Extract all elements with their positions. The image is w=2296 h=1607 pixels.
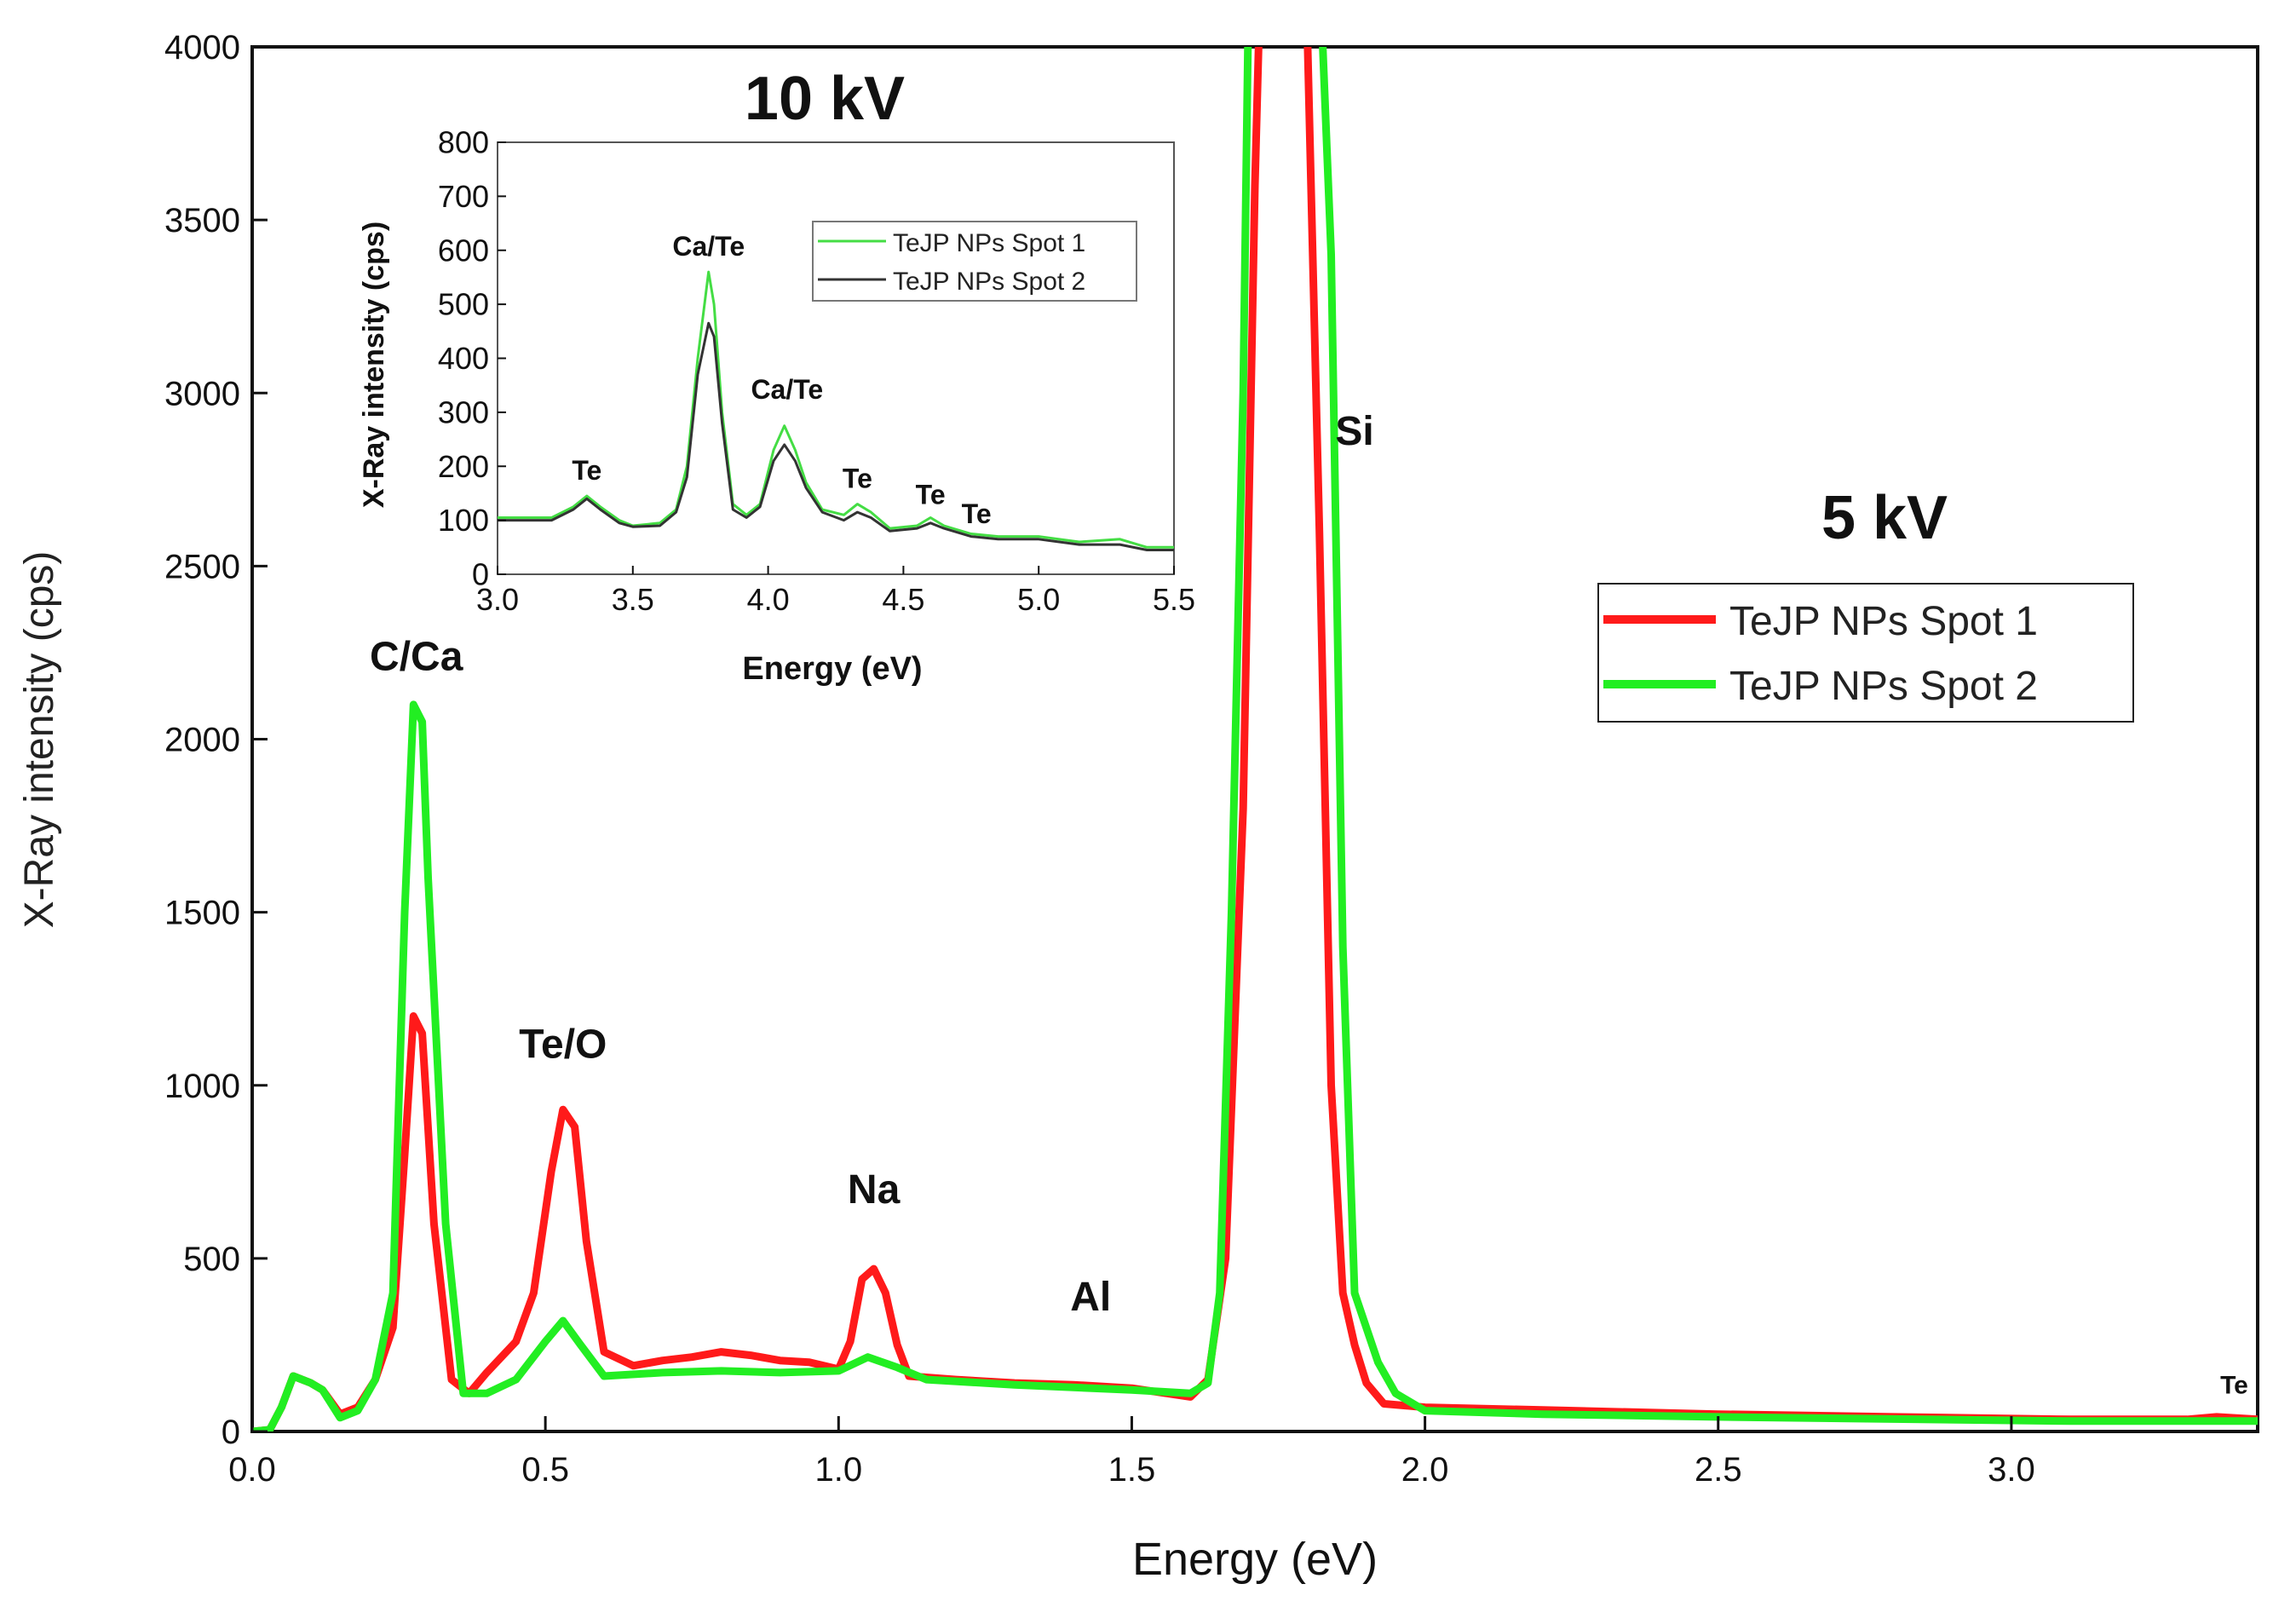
inset-series-group (498, 270, 1174, 551)
x-tick-label: 4.0 (747, 582, 790, 617)
peak-annotation: Te (843, 464, 872, 494)
legend-label-spot-1: TeJP NPs Spot 1 (1729, 599, 2038, 644)
main-legend: TeJP NPs Spot 1 TeJP NPs Spot 2 (1597, 583, 2134, 723)
peak-annotation: Ca/Te (751, 374, 823, 405)
main-y-axis-title: X-Ray intensity (cps) (17, 551, 62, 929)
peak-annotation: Te/O (519, 1022, 607, 1067)
main-x-axis: 0.0 0.5 1.0 1.5 2.0 2.5 3.0 (228, 1416, 2035, 1489)
peak-annotation: Te (572, 455, 601, 486)
y-tick-label: 1000 (164, 1068, 240, 1105)
y-tick-label: 200 (438, 449, 489, 484)
peak-annotation: Si (1335, 409, 1373, 454)
inset-annotations-group: Te Ca/Te Ca/Te Te Te Te (572, 231, 991, 529)
peak-annotation: Te (962, 498, 992, 529)
x-tick-label: 1.0 (814, 1451, 862, 1489)
y-tick-label: 500 (183, 1241, 240, 1278)
inset-legend: TeJP NPs Spot 1 TeJP NPs Spot 2 (812, 221, 1137, 302)
y-tick-label: 700 (438, 179, 489, 214)
y-tick-label: 0 (472, 557, 489, 592)
main-x-axis-title: Energy (eV) (1132, 1534, 1378, 1585)
main-chart-title: 5 kV (1821, 484, 1948, 552)
y-tick-label: 3000 (164, 375, 240, 412)
y-tick-label: 400 (438, 341, 489, 376)
y-tick-label: 2000 (164, 722, 240, 759)
x-tick-label: 4.5 (882, 582, 924, 617)
main-series-group (252, 47, 2258, 1431)
peak-annotation: Al (1070, 1275, 1111, 1320)
peak-annotation: Na (848, 1167, 901, 1212)
inset-y-axis-title: X-Ray intensity (cps) (358, 222, 390, 508)
peak-annotation: Te (2220, 1371, 2248, 1399)
y-tick-label: 600 (438, 233, 489, 268)
inset-plot-area: Te Ca/Te Ca/Te Te Te Te 3.0 3.5 4.0 4.5 5.0 5.5 0 1… (358, 65, 1195, 687)
y-tick-label: 300 (438, 395, 489, 429)
y-tick-label: 1500 (164, 895, 240, 932)
main-y-axis: 0 500 1000 1500 2000 2500 3000 3500 4000 (164, 29, 268, 1451)
x-tick-label: 3.0 (476, 582, 519, 617)
x-tick-label: 3.0 (1988, 1451, 2035, 1489)
inset-legend-box (812, 221, 1137, 302)
y-tick-label: 2500 (164, 548, 240, 585)
inset-legend-label-spot-2: TeJP NPs Spot 2 (893, 268, 1085, 296)
inset-plot-frame (497, 141, 1175, 575)
series-line-2 (252, 47, 2258, 1431)
y-tick-label: 100 (438, 503, 489, 538)
inset-legend-label-spot-1: TeJP NPs Spot 1 (893, 229, 1085, 257)
x-tick-label: 3.5 (612, 582, 654, 617)
inset-y-axis: 0 100 200 300 400 500 600 700 800 (438, 125, 506, 592)
x-tick-label: 0.0 (228, 1451, 276, 1489)
main-annotations-group: C/Ca Te/O Na Al Si Te (370, 409, 2248, 1399)
y-tick-label: 800 (438, 125, 489, 160)
x-tick-label: 0.5 (521, 1451, 569, 1489)
x-tick-label: 2.5 (1695, 1451, 1742, 1489)
inset-chart-title: 10 kV (745, 65, 905, 133)
y-tick-label: 500 (438, 287, 489, 322)
x-tick-label: 2.0 (1401, 1451, 1449, 1489)
peak-annotation: C/Ca (370, 634, 463, 679)
inset-x-axis: 3.0 3.5 4.0 4.5 5.0 5.5 (476, 566, 1195, 617)
legend-label-spot-2: TeJP NPs Spot 2 (1729, 664, 2038, 709)
y-tick-label: 0 (222, 1414, 240, 1451)
series-line-2 (498, 321, 1174, 551)
peak-annotation: Te (916, 480, 946, 510)
main-legend-box (1597, 583, 2134, 723)
series-line-1 (498, 270, 1174, 549)
inset-x-axis-title: Energy (eV) (742, 651, 922, 687)
x-tick-label: 1.5 (1108, 1451, 1156, 1489)
x-tick-label: 5.5 (1153, 582, 1195, 617)
series-line-1 (252, 47, 2258, 1431)
y-tick-label: 4000 (164, 29, 240, 66)
y-tick-label: 3500 (164, 202, 240, 239)
x-tick-label: 5.0 (1017, 582, 1060, 617)
peak-annotation: Ca/Te (672, 231, 745, 262)
